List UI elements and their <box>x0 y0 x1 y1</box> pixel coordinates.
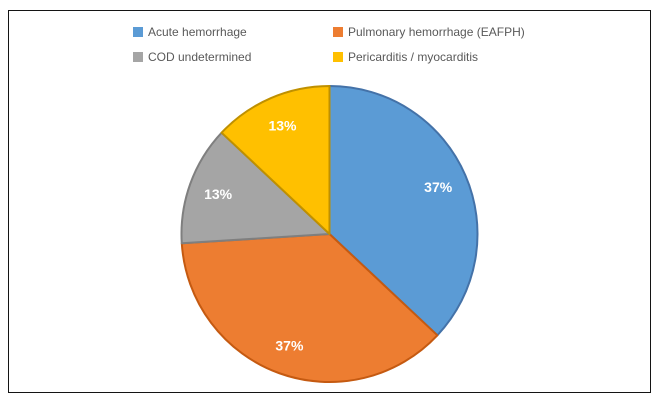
pie-slice <box>220 85 331 235</box>
pie-slice-label: 13% <box>204 186 233 202</box>
legend-item: Acute hemorrhage <box>133 25 333 39</box>
legend-item: Pericarditis / myocarditis <box>333 50 525 64</box>
legend-item-label: Pulmonary hemorrhage (EAFPH) <box>348 25 525 39</box>
legend-item-label: COD undetermined <box>148 50 252 64</box>
pie-slice <box>180 233 439 384</box>
pie-slice-label: 37% <box>275 337 304 353</box>
legend-item-label: Acute hemorrhage <box>148 25 247 39</box>
legend-swatch-icon <box>333 27 343 37</box>
pie-slice <box>328 85 479 337</box>
legend-item: Pulmonary hemorrhage (EAFPH) <box>333 25 525 39</box>
pie-slice-label: 13% <box>268 117 297 133</box>
legend-swatch-icon <box>333 52 343 62</box>
pie-slice-label: 37% <box>424 179 453 195</box>
legend-swatch-icon <box>133 27 143 37</box>
pie-slice <box>180 131 331 245</box>
legend: Acute hemorrhage Pulmonary hemorrhage (EA… <box>133 25 525 64</box>
legend-item-label: Pericarditis / myocarditis <box>348 50 479 64</box>
legend-swatch-icon <box>133 52 143 62</box>
legend-item: COD undetermined <box>133 50 333 64</box>
